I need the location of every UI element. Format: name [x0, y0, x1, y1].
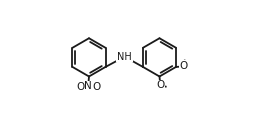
Text: N: N: [85, 81, 92, 91]
Text: NH: NH: [117, 52, 132, 62]
Text: O: O: [156, 80, 164, 90]
Text: O: O: [76, 82, 85, 92]
Text: O: O: [180, 61, 188, 71]
Text: O: O: [92, 82, 100, 92]
